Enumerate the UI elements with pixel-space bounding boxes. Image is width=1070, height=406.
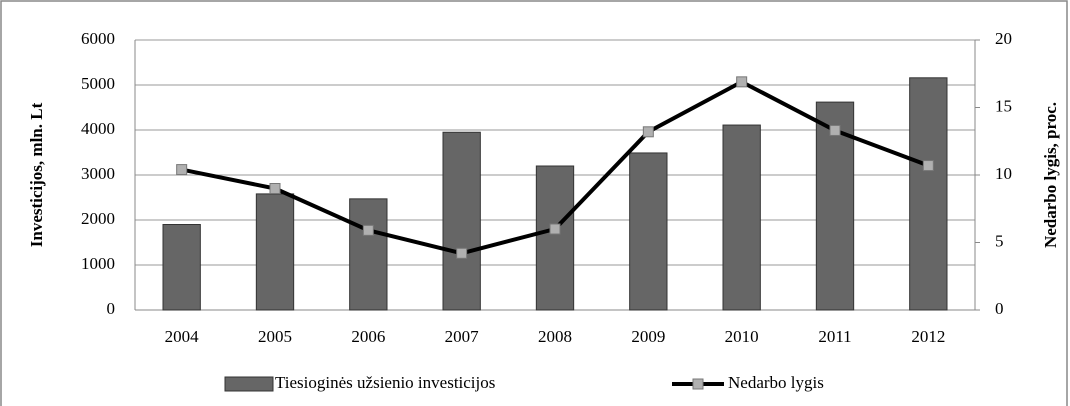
legend-marker [692, 378, 704, 390]
y-axis-label: Investicijos, mln. Lt [27, 102, 46, 247]
x-tick-label: 2011 [818, 327, 851, 346]
x-tick-label: 2005 [258, 327, 292, 346]
y2-axis-label: Nedarbo lygis, proc. [1041, 102, 1060, 248]
bar [909, 77, 948, 311]
x-tick-label: 2008 [538, 327, 572, 346]
bar [722, 124, 761, 311]
line-marker [362, 224, 374, 236]
y-tick-label: 5000 [81, 74, 115, 93]
legend-swatch [224, 376, 274, 392]
y2-tick-label: 5 [995, 231, 1004, 250]
y-tick-label: 0 [107, 299, 116, 318]
line-marker [736, 76, 748, 88]
y2-tick-label: 15 [995, 96, 1012, 115]
bar [815, 101, 855, 311]
line-marker [269, 183, 281, 194]
x-tick-label: 2007 [445, 327, 480, 346]
line-marker [829, 124, 841, 136]
y-tick-label: 2000 [81, 209, 115, 228]
bar [255, 193, 295, 311]
legend-label: Nedarbo lygis [728, 373, 824, 392]
bar [442, 131, 481, 311]
legend-label: Tiesioginės užsienio investicijos [275, 373, 495, 392]
x-tick-label: 2004 [165, 327, 200, 346]
y-tick-label: 1000 [81, 254, 115, 273]
bar [535, 165, 575, 311]
y-tick-label: 6000 [81, 29, 115, 48]
y-tick-label: 3000 [81, 164, 115, 183]
line-marker [922, 160, 934, 172]
x-tick-label: 2012 [911, 327, 945, 346]
y2-tick-label: 0 [995, 299, 1004, 318]
x-tick-label: 2009 [631, 327, 665, 346]
bar [629, 152, 668, 311]
line-marker [176, 164, 188, 176]
line-marker [642, 126, 654, 138]
bar [349, 198, 388, 311]
line-marker [456, 247, 468, 259]
line-marker [549, 223, 561, 235]
bar [162, 224, 201, 311]
x-tick-label: 2006 [351, 327, 385, 346]
y2-tick-label: 20 [995, 29, 1012, 48]
y2-tick-label: 10 [995, 164, 1012, 183]
y-tick-label: 4000 [81, 119, 115, 138]
x-tick-label: 2010 [725, 327, 759, 346]
